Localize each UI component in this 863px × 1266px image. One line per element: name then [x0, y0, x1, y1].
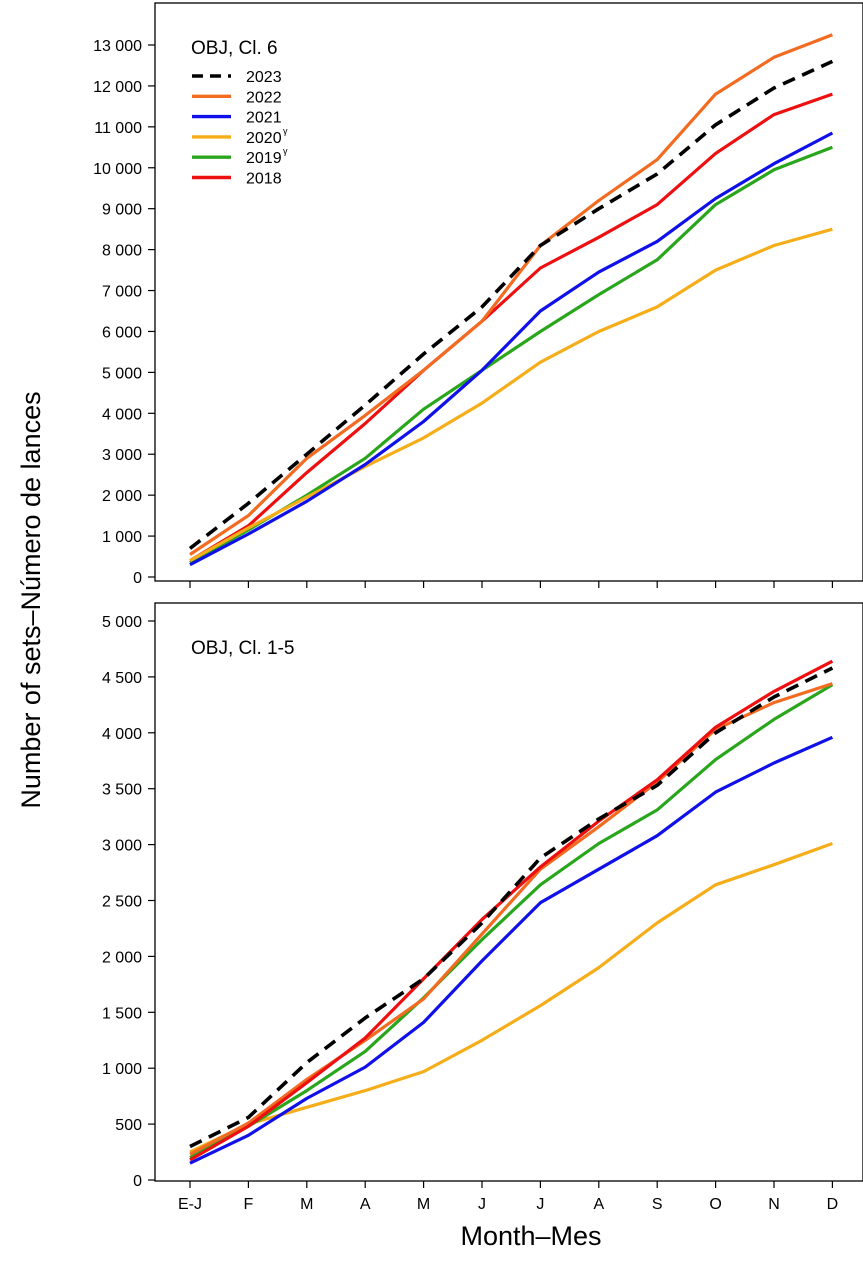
y-tick-label: 2 000 [102, 488, 142, 505]
x-tick-label: M [417, 1196, 430, 1213]
x-tick-label: O [709, 1196, 721, 1213]
x-axis-title: Month–Mes [460, 1221, 601, 1251]
y-tick-label: 2 000 [102, 949, 142, 966]
y-tick-label: 6 000 [102, 324, 142, 341]
x-tick-label: A [360, 1196, 371, 1213]
series-line-2020 [189, 841, 833, 1154]
series-line-2021 [189, 735, 834, 1165]
y-tick-label: 2 500 [102, 894, 142, 911]
y-tick-label: 1 500 [102, 1005, 142, 1022]
legend-superscript: γ [283, 126, 288, 136]
legend-label-2023: 2023 [246, 69, 282, 86]
series-line-2021 [189, 131, 834, 567]
series-line-2022 [189, 33, 833, 556]
panel-obj-cl1-5: 0 500 1 000 1 500 2 000 2 500 3 000 3 500 4 000 4… [102, 602, 863, 1213]
y-tick-label: 12 000 [93, 79, 142, 96]
series-line-2022 [189, 682, 833, 1156]
x-tick-label: F [244, 1196, 254, 1213]
y-tick-label: 4 000 [102, 406, 142, 423]
series-line-2023 [188, 59, 834, 550]
series-line-2020 [189, 227, 833, 562]
y-tick-label: 500 [115, 1117, 142, 1134]
y-axis-title: Number of sets–Número de lances [16, 391, 46, 808]
y-tick-label: 10 000 [93, 161, 142, 178]
legend-label-2021: 2021 [246, 110, 282, 127]
y-tick-label: 5 000 [102, 614, 142, 631]
y-tick-label: 13 000 [93, 38, 142, 55]
y-tick-label: 1 000 [102, 529, 142, 546]
y-tick-label: 9 000 [102, 202, 142, 219]
legend-label-2020: 2020 [246, 130, 282, 147]
series-line-2023 [189, 666, 834, 1149]
legend-label-2022: 2022 [246, 89, 282, 106]
panel-title: OBJ, Cl. 1-5 [191, 638, 294, 659]
x-tick-label: E-J [178, 1196, 202, 1213]
x-tick-label: N [768, 1196, 780, 1213]
panel-obj-cl6: 0 1 000 2 000 3 000 4 000 5 000 6 000 7 000 8 00… [93, 2, 863, 588]
plot-frame [154, 2, 863, 582]
series-line-2018 [189, 92, 833, 562]
x-tick-label: M [300, 1196, 313, 1213]
x-tick-label: A [593, 1196, 604, 1213]
y-tick-label: 4 000 [102, 726, 142, 743]
series-line-2019 [189, 683, 834, 1160]
y-tick-label: 0 [133, 1173, 142, 1190]
plot-frame [154, 602, 863, 1182]
y-tick-label: 8 000 [102, 243, 142, 260]
panel-title: OBJ, Cl. 6 [191, 38, 278, 59]
legend-superscript: γ [283, 146, 288, 156]
y-tick-label: 0 [133, 570, 142, 587]
y-tick-label: 4 500 [102, 670, 142, 687]
x-tick-label: J [536, 1196, 544, 1213]
y-tick-label: 3 500 [102, 782, 142, 799]
y-tick-label: 3 000 [102, 447, 142, 464]
y-tick-label: 7 000 [102, 284, 142, 301]
y-tick-label: 1 000 [102, 1061, 142, 1078]
x-tick-label: J [478, 1196, 486, 1213]
x-tick-label: S [652, 1196, 663, 1213]
series-line-2019 [189, 145, 833, 565]
legend-label-2019: 2019 [246, 150, 282, 167]
y-tick-label: 3 000 [102, 838, 142, 855]
x-tick-label: D [827, 1196, 839, 1213]
series-line-2018 [189, 659, 834, 1162]
y-tick-label: 11 000 [94, 120, 142, 137]
legend-label-2018: 2018 [246, 171, 282, 188]
y-tick-label: 5 000 [102, 365, 142, 382]
